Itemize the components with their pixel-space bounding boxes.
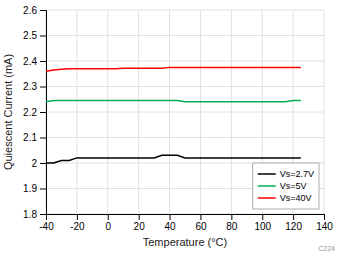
legend-label: Vs=5V	[280, 181, 307, 191]
y-grid-line	[46, 137, 324, 138]
y-tick: 1.8	[23, 209, 46, 220]
y-tick-label: 1.8	[23, 209, 37, 220]
y-tick-mark	[40, 112, 46, 113]
x-tick-mark	[324, 214, 325, 220]
x-tick-mark	[293, 214, 294, 220]
x-tick: 0	[105, 214, 111, 232]
legend-swatch	[258, 185, 276, 187]
x-axis-title: Temperature (°C)	[143, 236, 227, 248]
y-tick: 1.9	[23, 183, 46, 194]
x-tick-mark	[200, 214, 201, 220]
x-tick: 20	[134, 214, 146, 232]
x-tick-mark	[170, 214, 171, 220]
annotation: C224	[318, 245, 335, 252]
y-tick-mark	[40, 189, 46, 190]
x-tick: 40	[164, 214, 176, 232]
y-tick-label: 2.5	[23, 30, 37, 41]
y-grid-line	[46, 112, 324, 113]
plot-area: -40 -20 0 20 40 60 80 100 120 140 1.8 1.9 2 2.1 2.2 2.3…	[23, 5, 333, 232]
y-tick: 2.5	[23, 30, 46, 41]
y-tick-mark	[40, 61, 46, 62]
y-tick: 2.1	[23, 132, 46, 143]
y-tick-label: 1.9	[23, 183, 37, 194]
x-tick-mark	[262, 214, 263, 220]
x-tick-mark	[77, 214, 78, 220]
legend: Vs=2.7V Vs=5V Vs=40V	[253, 163, 319, 209]
y-grid-line	[46, 10, 324, 11]
x-tick-label: 60	[195, 221, 207, 232]
y-tick-mark	[40, 10, 46, 11]
series-line	[46, 101, 301, 102]
x-axis: -40 -20 0 20 40 60 80 100 120 140	[39, 214, 333, 232]
y-axis-title: Quiescent Current (mA)	[2, 54, 14, 170]
x-tick-mark	[139, 214, 140, 220]
y-tick-mark	[40, 36, 46, 37]
y-axis: 1.8 1.9 2 2.1 2.2 2.3 2.4 2.5 2.6	[23, 5, 46, 220]
x-axis-line	[47, 215, 325, 221]
x-tick-label: 0	[105, 221, 111, 232]
y-tick: 2.6	[23, 5, 46, 16]
x-tick: 140	[316, 214, 333, 232]
legend-swatch	[258, 173, 276, 175]
y-tick: 2.2	[23, 107, 46, 118]
lines	[46, 67, 301, 163]
y-tick-mark	[40, 163, 46, 164]
legend-label: Vs=2.7V	[280, 169, 314, 179]
series-line	[46, 155, 301, 163]
grid	[46, 10, 324, 214]
chart: -40 -20 0 20 40 60 80 100 120 140 1.8 1.9 2 2.1 2.2 2.3…	[0, 0, 338, 254]
x-tick-label: 80	[226, 221, 238, 232]
y-tick-label: 2.6	[23, 5, 37, 16]
x-tick: 120	[285, 214, 302, 232]
y-grid-line	[46, 35, 324, 36]
y-tick: 2	[31, 158, 46, 169]
y-tick-mark	[40, 214, 46, 215]
x-tick-label: 40	[164, 221, 176, 232]
y-tick-label: 2.2	[23, 107, 37, 118]
y-tick: 2.4	[23, 56, 46, 67]
y-grid-line	[46, 61, 324, 62]
y-axis-line	[40, 11, 47, 215]
x-tick: 80	[226, 214, 238, 232]
x-tick: 100	[254, 214, 271, 232]
y-tick-label: 2.3	[23, 81, 37, 92]
x-tick-label: -40	[39, 221, 54, 232]
series-line	[46, 67, 301, 71]
y-tick: 2.3	[23, 81, 46, 92]
y-tick-label: 2	[31, 158, 37, 169]
y-tick-label: 2.1	[23, 132, 37, 143]
legend-label: Vs=40V	[280, 193, 312, 203]
legend-swatch	[258, 197, 276, 199]
x-tick-label: 20	[134, 221, 146, 232]
x-tick-mark	[108, 214, 109, 220]
x-tick: 60	[195, 214, 207, 232]
y-tick-mark	[40, 87, 46, 88]
x-tick-label: -20	[70, 221, 85, 232]
y-tick-label: 2.4	[23, 56, 37, 67]
y-grid-line	[46, 86, 324, 87]
legend-frame	[253, 163, 319, 209]
x-tick-label: 120	[285, 221, 302, 232]
y-tick-mark	[40, 138, 46, 139]
x-tick-label: 140	[316, 221, 333, 232]
x-tick: -20	[70, 214, 85, 232]
x-tick-label: 100	[254, 221, 271, 232]
x-tick: -40	[39, 214, 54, 232]
x-tick-mark	[231, 214, 232, 220]
